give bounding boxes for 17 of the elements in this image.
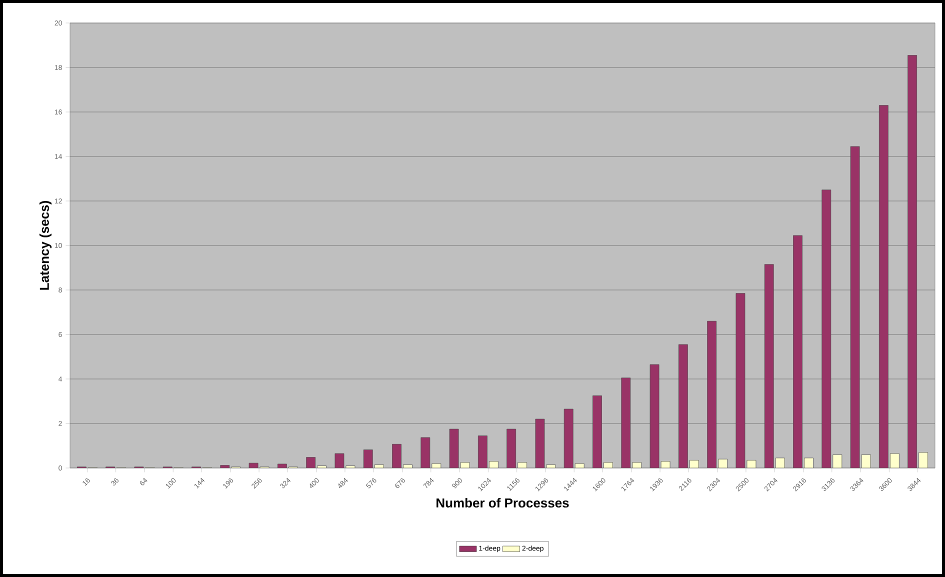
bar	[592, 395, 602, 468]
x-axis-title: Number of Processes	[436, 498, 569, 508]
bar	[564, 408, 574, 468]
bar	[793, 235, 802, 468]
bar	[878, 105, 888, 468]
bar	[707, 320, 717, 468]
bar	[392, 444, 402, 468]
bar	[908, 55, 918, 468]
bar	[621, 378, 631, 468]
bar	[506, 428, 516, 468]
bar	[822, 190, 832, 468]
y-axis-title: Latency (secs)	[39, 200, 52, 290]
bar	[363, 450, 373, 468]
bar	[420, 437, 430, 468]
bar	[764, 264, 774, 468]
bar	[478, 436, 488, 468]
bar	[678, 344, 688, 468]
